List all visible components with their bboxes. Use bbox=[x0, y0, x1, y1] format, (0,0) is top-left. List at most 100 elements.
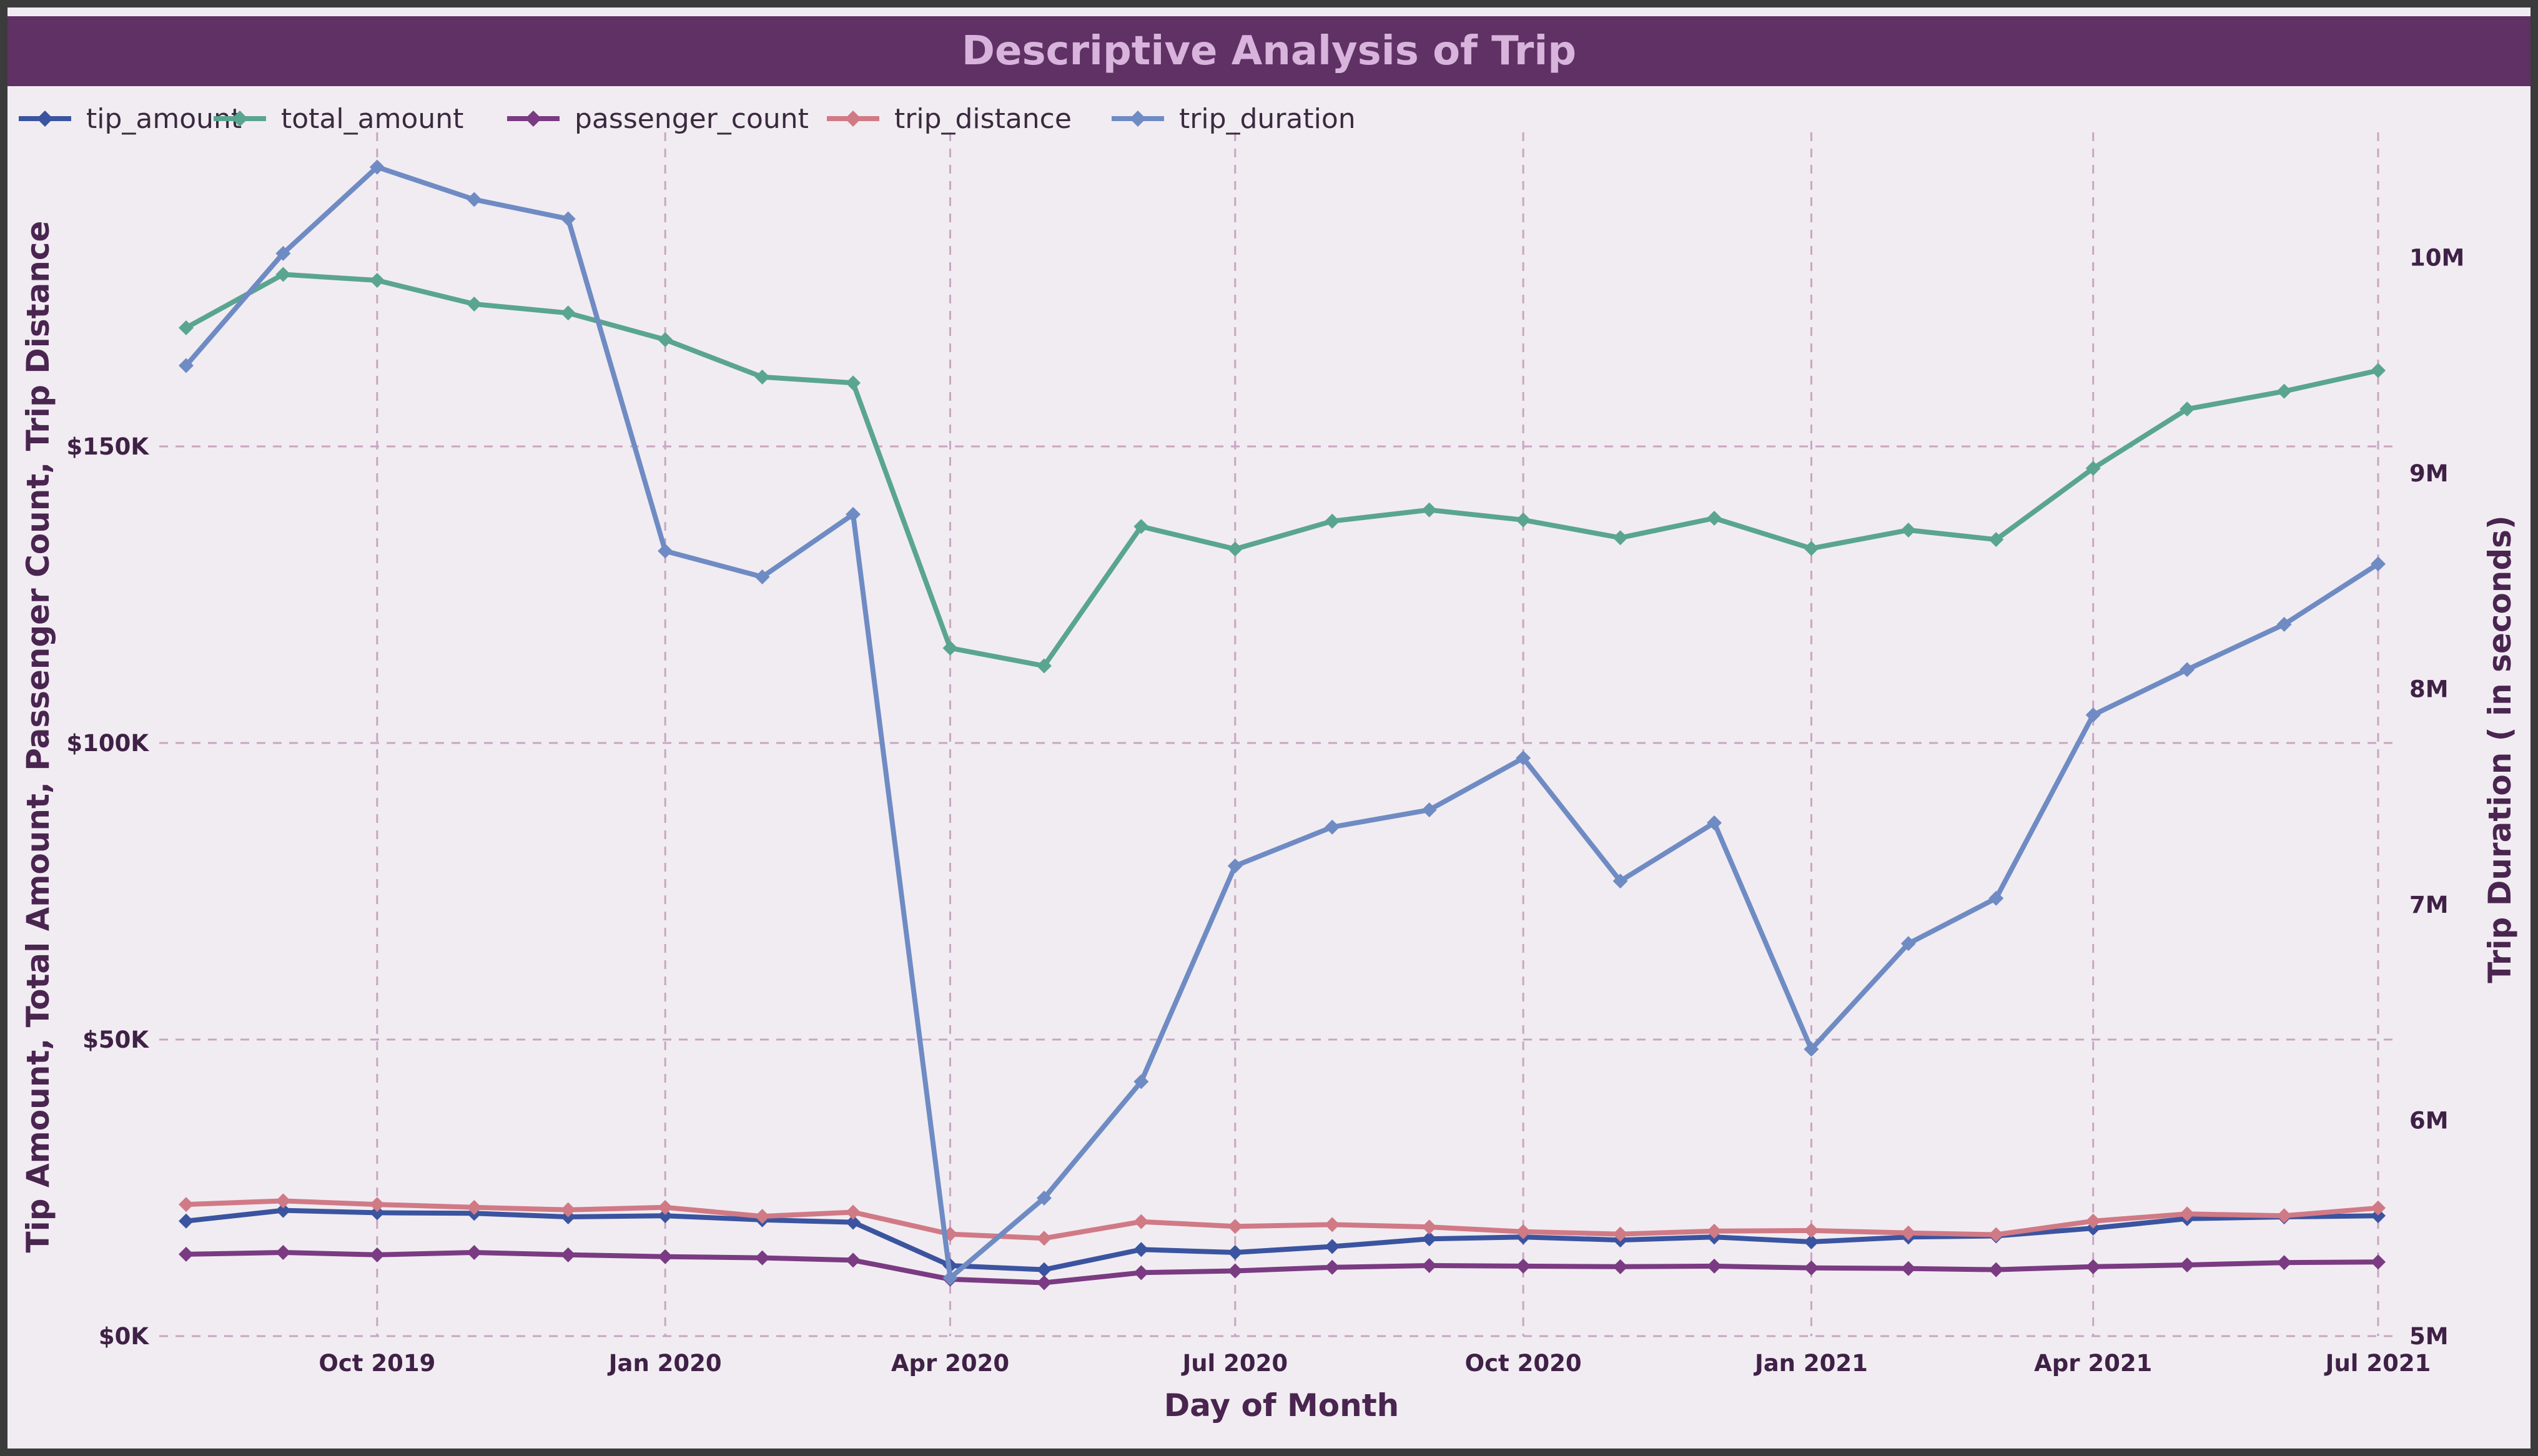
data-point bbox=[467, 1199, 482, 1215]
data-point bbox=[560, 305, 576, 321]
series-trip_duration bbox=[179, 159, 2386, 1286]
y-tick-label: $150K bbox=[66, 433, 149, 460]
data-point bbox=[1421, 1231, 1437, 1247]
data-point bbox=[1804, 1260, 1819, 1276]
data-point bbox=[846, 375, 861, 391]
data-point bbox=[179, 1197, 194, 1213]
x-tick-label: Apr 2021 bbox=[2034, 1350, 2152, 1377]
data-point bbox=[754, 1250, 770, 1266]
data-point bbox=[467, 297, 482, 312]
y2-axis-title: Trip Duration ( in seconds) bbox=[2482, 515, 2518, 983]
data-point bbox=[467, 192, 482, 207]
y2-tick-label: 6M bbox=[2409, 1108, 2449, 1134]
grid-lines bbox=[159, 132, 2398, 1337]
data-point bbox=[1227, 1263, 1243, 1279]
data-point bbox=[2085, 1259, 2101, 1274]
x-tick-label: Jan 2021 bbox=[1753, 1350, 1868, 1377]
x-axis-title: Day of Month bbox=[1164, 1387, 1399, 1424]
x-tick-label: Jul 2021 bbox=[2324, 1350, 2431, 1377]
data-point bbox=[1325, 1239, 1340, 1254]
data-point bbox=[1988, 890, 2004, 906]
data-point bbox=[275, 1193, 291, 1209]
y-axis-title: Tip Amount, Total Amount, Passenger Coun… bbox=[20, 221, 56, 1253]
legend-item-trip_duration: trip_duration bbox=[1112, 103, 1356, 135]
series-passenger_count bbox=[179, 1245, 2386, 1291]
series-line-trip_distance bbox=[185, 1198, 2379, 1241]
y-axis-ticks: $0K $50K $100K $150K bbox=[66, 433, 149, 1350]
data-point bbox=[1706, 815, 1722, 830]
data-point bbox=[467, 1245, 482, 1261]
data-point bbox=[1516, 1224, 1531, 1239]
data-point bbox=[2180, 1206, 2195, 1222]
data-point bbox=[846, 1204, 861, 1220]
data-point bbox=[560, 211, 576, 227]
chart-title: Descriptive Analysis of Trip bbox=[961, 28, 1577, 74]
data-point bbox=[754, 569, 770, 584]
data-point bbox=[1612, 1259, 1628, 1274]
legend-label: passenger_count bbox=[575, 103, 809, 135]
series-line-passenger_count bbox=[185, 1250, 2379, 1286]
series-line-tip_amount bbox=[185, 1208, 2379, 1272]
data-point bbox=[1133, 1074, 1149, 1090]
data-point bbox=[369, 159, 385, 175]
data-point bbox=[560, 1202, 576, 1217]
series-line-trip_duration bbox=[184, 164, 2380, 1281]
legend-label: total_amount bbox=[281, 103, 463, 135]
data-point bbox=[1421, 802, 1437, 818]
title-bar: Descriptive Analysis of Trip bbox=[7, 16, 2531, 86]
data-point bbox=[1988, 1262, 2004, 1277]
data-point bbox=[1900, 936, 1916, 952]
legend-marker bbox=[37, 111, 53, 127]
legend-item-trip_distance: trip_distance bbox=[827, 103, 1072, 135]
data-point bbox=[1706, 510, 1722, 526]
data-point bbox=[1036, 1190, 1052, 1206]
data-point bbox=[2371, 1200, 2386, 1216]
y-tick-label: $50K bbox=[82, 1026, 149, 1053]
legend-item-tip_amount: tip_amount bbox=[19, 103, 242, 135]
data-point bbox=[2085, 707, 2101, 723]
legend-item-total_amount: total_amount bbox=[214, 103, 463, 135]
data-point bbox=[1036, 1231, 1052, 1246]
data-point bbox=[2276, 1255, 2292, 1271]
data-point bbox=[369, 1247, 385, 1262]
data-point bbox=[846, 506, 861, 522]
data-point bbox=[754, 369, 770, 385]
legend-label: trip_duration bbox=[1179, 103, 1356, 135]
data-point bbox=[1227, 1245, 1243, 1261]
series-total_amount bbox=[179, 267, 2386, 674]
legend-marker bbox=[845, 111, 861, 127]
data-point bbox=[1706, 1223, 1722, 1239]
data-point bbox=[1133, 519, 1149, 534]
data-point bbox=[179, 320, 194, 335]
data-point bbox=[1325, 1259, 1340, 1275]
data-point bbox=[2276, 383, 2292, 399]
data-point bbox=[754, 1209, 770, 1224]
series-line-total_amount bbox=[185, 272, 2379, 669]
data-point bbox=[1804, 541, 1819, 556]
data-point bbox=[1036, 1262, 1052, 1277]
data-point bbox=[1227, 1219, 1243, 1234]
series-group bbox=[179, 159, 2386, 1291]
data-point bbox=[560, 1247, 576, 1262]
data-point bbox=[1133, 1265, 1149, 1281]
data-point bbox=[1900, 1261, 1916, 1276]
legend-marker bbox=[525, 111, 541, 127]
data-point bbox=[658, 1208, 673, 1224]
data-point bbox=[1325, 513, 1340, 529]
data-point bbox=[1421, 502, 1437, 518]
data-point bbox=[1516, 1258, 1531, 1274]
data-point bbox=[275, 245, 291, 261]
legend-marker bbox=[232, 111, 248, 127]
data-point bbox=[1988, 1227, 2004, 1242]
legend: tip_amount total_amount passenger_count tri… bbox=[19, 103, 1356, 135]
data-point bbox=[942, 641, 958, 656]
legend-label: trip_distance bbox=[894, 103, 1072, 135]
data-point bbox=[1421, 1219, 1437, 1235]
data-point bbox=[1612, 530, 1628, 546]
data-point bbox=[2371, 556, 2386, 572]
data-point bbox=[179, 358, 194, 373]
y2-tick-label: 9M bbox=[2409, 460, 2449, 487]
data-point bbox=[1612, 1226, 1628, 1242]
data-point bbox=[658, 1199, 673, 1215]
